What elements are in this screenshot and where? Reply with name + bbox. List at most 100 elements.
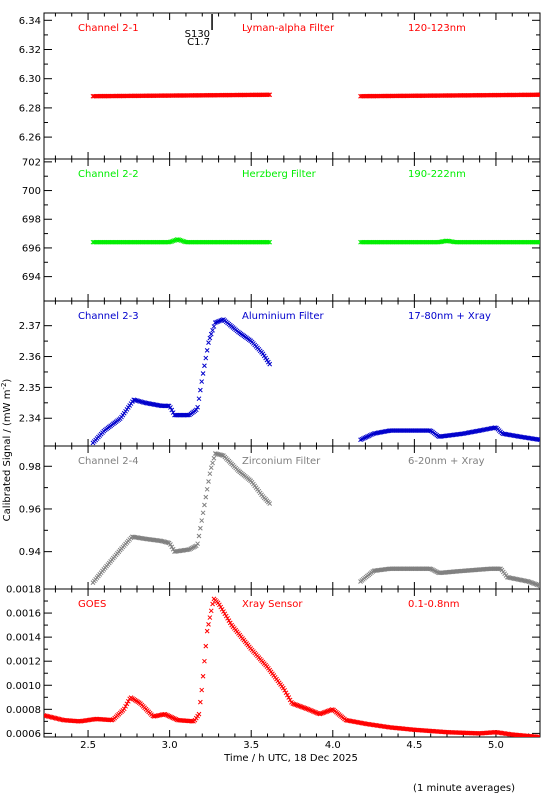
y-tick-label: 6.32 xyxy=(19,45,41,56)
data-point xyxy=(200,673,206,679)
panel-filter-label: Zirconium Filter xyxy=(242,456,321,467)
data-point xyxy=(227,620,233,626)
data-point xyxy=(121,706,127,712)
x-tick-label: 3.5 xyxy=(243,740,259,751)
x-tick-label: 3.0 xyxy=(162,740,178,751)
flare-marker: S130 C1.7 xyxy=(185,14,213,48)
data-point xyxy=(217,318,222,324)
data-point xyxy=(267,92,273,98)
panel-frame xyxy=(43,12,541,160)
x-axis-ticks: 2.5 3.0 3.5 4.0 4.5 5.0 xyxy=(80,740,504,751)
panel-3: 2.34 2.35 2.36 2.37 Channel 2-3 Aluminium Fil… xyxy=(19,300,541,447)
data-point xyxy=(202,658,207,664)
data-point xyxy=(313,710,319,715)
data-point xyxy=(530,580,536,586)
x-tick-label: 4.5 xyxy=(406,740,422,751)
panel-1-series xyxy=(90,92,540,99)
data-point xyxy=(536,239,540,245)
data-point xyxy=(199,518,205,523)
data-point xyxy=(298,704,304,709)
data-point xyxy=(212,320,218,325)
data-point xyxy=(280,685,286,691)
y-tick-label: 2.35 xyxy=(19,383,41,394)
panel-channel-label: GOES xyxy=(78,599,106,610)
y-tick-label: 6.28 xyxy=(19,103,41,114)
y-tick-label: 696 xyxy=(22,243,41,254)
panel-channel-label: Channel 2-4 xyxy=(78,456,139,467)
panel-frame xyxy=(43,300,541,447)
x-axis-label: Time / h UTC, 18 Dec 2025 xyxy=(223,753,358,764)
y-tick-label: 0.96 xyxy=(19,504,41,515)
data-point xyxy=(535,734,540,737)
data-point xyxy=(207,615,213,620)
data-point xyxy=(198,699,203,705)
panel-band-label: 120-123nm xyxy=(408,23,466,34)
data-point xyxy=(295,703,301,708)
data-point xyxy=(165,403,171,409)
y-tick-label: 0.0010 xyxy=(6,681,41,692)
data-point xyxy=(203,494,209,500)
data-point xyxy=(265,92,271,98)
y-axis-label-close: ) xyxy=(2,379,13,383)
data-point xyxy=(204,486,210,492)
data-point xyxy=(317,711,323,717)
chart-marks xyxy=(44,92,540,737)
data-point xyxy=(200,510,206,516)
data-point xyxy=(178,238,184,243)
panel-1: 6.26 6.28 6.30 6.32 6.34 Channel 2-1 Lyman-alp… xyxy=(19,12,541,160)
data-point xyxy=(537,583,540,589)
data-point xyxy=(226,618,232,623)
data-point xyxy=(323,709,328,715)
x-tick-label: 4.0 xyxy=(325,740,341,751)
data-point xyxy=(195,404,200,410)
panel-4-series xyxy=(90,451,540,589)
data-point xyxy=(189,718,195,724)
data-point xyxy=(203,643,209,649)
data-point xyxy=(214,319,220,325)
data-point xyxy=(533,581,539,587)
panel-2-series xyxy=(90,237,540,245)
panel-channel-label: Channel 2-2 xyxy=(78,169,139,180)
data-point xyxy=(208,465,214,471)
data-point xyxy=(210,327,215,333)
data-point xyxy=(325,708,331,714)
data-point xyxy=(199,687,205,693)
data-point xyxy=(312,709,317,715)
data-point xyxy=(125,698,131,704)
y-tick-label: 2.34 xyxy=(19,414,41,425)
data-point xyxy=(427,566,433,572)
data-point xyxy=(203,355,209,361)
data-point xyxy=(215,319,221,324)
panel-band-label: 6-20nm + Xray xyxy=(408,456,485,467)
panel-channel-label: Channel 2-3 xyxy=(78,311,139,322)
panel-frame xyxy=(43,445,541,590)
x-tick-label: 2.5 xyxy=(80,740,96,751)
data-point xyxy=(308,707,313,713)
panel-5-series xyxy=(44,596,540,737)
data-point xyxy=(196,396,202,402)
data-point xyxy=(217,602,222,608)
data-point xyxy=(165,540,171,545)
panel-band-label: 17-80nm + Xray xyxy=(408,311,491,322)
data-point xyxy=(198,525,203,531)
y-tick-label: 698 xyxy=(22,215,41,226)
data-point xyxy=(218,318,224,323)
data-point xyxy=(168,542,173,547)
data-point xyxy=(532,581,537,587)
data-point xyxy=(536,582,540,588)
y-tick-label: 694 xyxy=(22,272,41,283)
data-point xyxy=(193,407,199,413)
panel-channel-label: Channel 2-1 xyxy=(78,23,139,34)
data-point xyxy=(176,237,181,242)
data-point xyxy=(206,621,211,627)
y-axis-label-text: Calibrated Signal / (mW m xyxy=(2,390,13,522)
y-tick-label: 0.94 xyxy=(19,547,41,558)
flare-marker-class: C1.7 xyxy=(187,37,210,48)
data-point xyxy=(200,371,206,376)
data-point xyxy=(219,606,225,612)
data-point xyxy=(309,708,315,714)
data-point xyxy=(537,92,540,98)
data-point xyxy=(287,697,293,703)
data-point xyxy=(208,331,214,337)
